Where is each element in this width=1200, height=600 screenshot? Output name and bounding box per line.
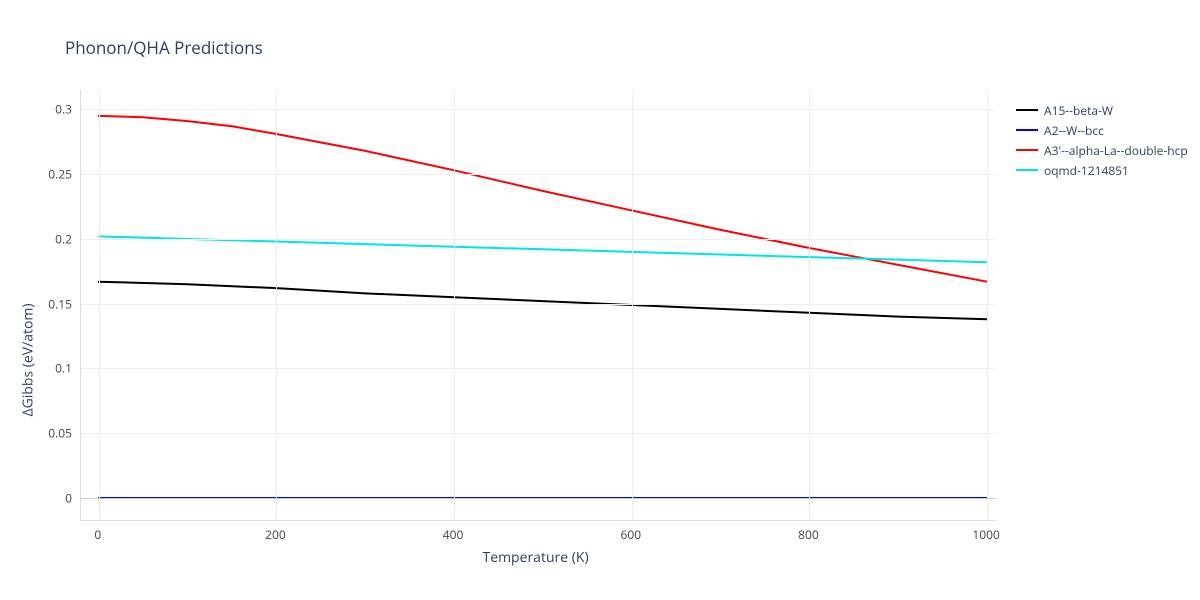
legend-item[interactable]: A2--W--bcc — [1016, 120, 1188, 140]
legend[interactable]: A15--beta-W A2--W--bcc A3'--alpha-La--doub… — [1016, 100, 1188, 180]
legend-label: oqmd-1214851 — [1044, 162, 1129, 179]
y-tick-label: 0.1 — [40, 360, 72, 377]
chart-container: Phonon/QHA Predictions 0 200 400 600 800 1000… — [0, 0, 1200, 600]
x-tick-label: 400 — [443, 526, 464, 543]
grid-vline — [632, 90, 633, 520]
grid-hline — [81, 174, 996, 175]
series-line[interactable] — [99, 236, 987, 262]
x-tick-label: 1000 — [972, 526, 999, 543]
plot-area[interactable] — [80, 90, 996, 521]
legend-item[interactable]: A15--beta-W — [1016, 100, 1188, 120]
legend-swatch — [1016, 129, 1038, 131]
series-line[interactable] — [99, 116, 987, 282]
grid-hline — [81, 498, 996, 499]
y-tick-label: 0.25 — [40, 166, 72, 183]
x-tick-label: 0 — [94, 526, 101, 543]
y-tick-label: 0 — [40, 489, 72, 506]
y-tick-label: 0.15 — [40, 295, 72, 312]
legend-swatch — [1016, 169, 1038, 171]
legend-label: A15--beta-W — [1044, 102, 1113, 119]
legend-label: A2--W--bcc — [1044, 122, 1104, 139]
grid-hline — [81, 239, 996, 240]
y-tick-label: 0.05 — [40, 425, 72, 442]
series-layer — [81, 90, 996, 520]
x-tick-label: 800 — [798, 526, 819, 543]
legend-item[interactable]: oqmd-1214851 — [1016, 160, 1188, 180]
y-tick-label: 0.3 — [40, 101, 72, 118]
legend-swatch — [1016, 109, 1038, 111]
x-tick-label: 200 — [265, 526, 286, 543]
x-axis-title: Temperature (K) — [483, 548, 589, 567]
legend-label: A3'--alpha-La--double-hcp — [1044, 142, 1188, 159]
grid-vline — [276, 90, 277, 520]
legend-swatch — [1016, 149, 1038, 151]
grid-vline — [99, 90, 100, 520]
grid-hline — [81, 433, 996, 434]
chart-title: Phonon/QHA Predictions — [65, 36, 263, 59]
grid-hline — [81, 109, 996, 110]
grid-vline — [809, 90, 810, 520]
grid-vline — [454, 90, 455, 520]
grid-hline — [81, 304, 996, 305]
series-line[interactable] — [99, 282, 987, 320]
y-tick-label: 0.2 — [40, 230, 72, 247]
legend-item[interactable]: A3'--alpha-La--double-hcp — [1016, 140, 1188, 160]
x-tick-label: 600 — [620, 526, 641, 543]
grid-hline — [81, 368, 996, 369]
grid-vline — [987, 90, 988, 520]
y-axis-title: ΔGibbs (eV/atom) — [19, 303, 38, 416]
